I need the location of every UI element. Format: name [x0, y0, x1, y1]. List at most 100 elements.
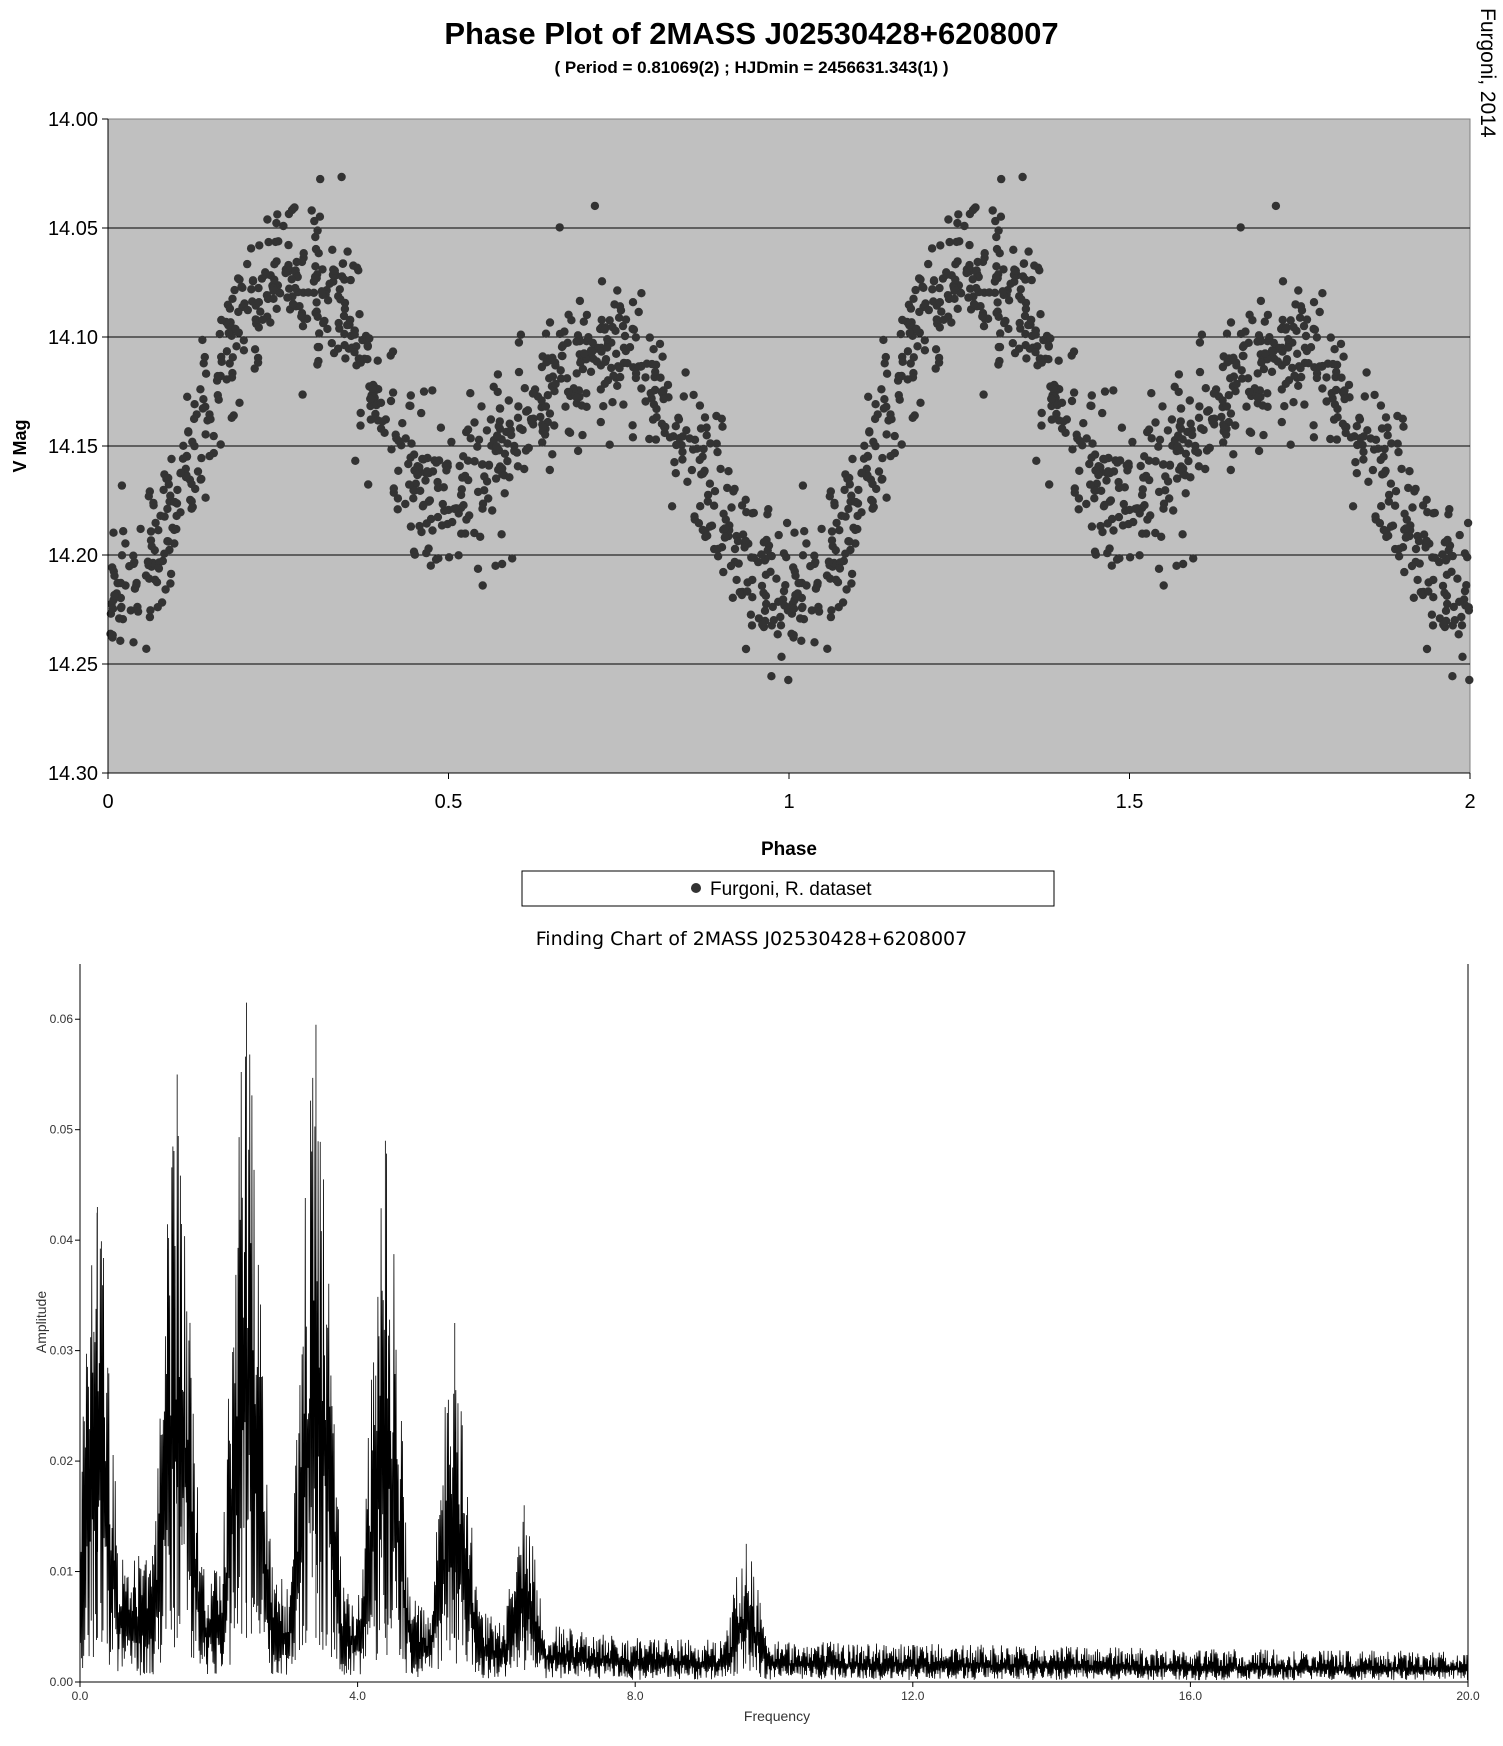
data-point: [1394, 447, 1403, 457]
data-point: [279, 221, 288, 231]
data-point: [314, 342, 324, 352]
data-point: [1176, 404, 1186, 413]
data-point: [1118, 521, 1128, 530]
data-point: [1163, 477, 1173, 486]
data-point: [263, 215, 272, 224]
data-point: [716, 464, 725, 474]
data-point: [937, 307, 946, 316]
data-point: [295, 302, 304, 311]
data-point: [631, 333, 641, 342]
data-point: [915, 328, 924, 337]
data-point: [718, 422, 727, 431]
data-point: [1369, 445, 1379, 454]
data-point: [405, 480, 414, 489]
data-point: [255, 241, 264, 250]
data-point: [388, 347, 398, 356]
data-point: [784, 675, 793, 685]
data-point: [1140, 501, 1149, 510]
data-point: [454, 551, 463, 560]
data-point: [1281, 325, 1290, 334]
data-point: [507, 430, 516, 440]
data-point: [1453, 574, 1462, 583]
data-point: [1375, 519, 1385, 528]
data-point: [179, 441, 188, 450]
data-point: [117, 551, 127, 560]
data-point: [667, 502, 677, 511]
data-point: [250, 345, 260, 354]
data-point: [376, 398, 386, 407]
data-point: [350, 330, 359, 339]
data-point: [679, 392, 688, 401]
data-point: [176, 468, 185, 477]
data-point: [776, 612, 785, 622]
data-point: [269, 294, 278, 303]
data-point: [1465, 675, 1474, 685]
data-point: [645, 333, 654, 342]
data-point: [845, 537, 854, 546]
data-point: [740, 543, 749, 552]
data-point: [1222, 402, 1232, 411]
data-point: [1117, 423, 1127, 432]
data-point: [1376, 455, 1385, 465]
data-point: [1281, 379, 1291, 388]
data-point: [629, 325, 639, 334]
data-point: [201, 430, 210, 439]
data-point: [964, 293, 973, 302]
data-point: [623, 359, 632, 368]
data-point: [1455, 530, 1464, 540]
data-point: [637, 384, 646, 393]
data-point: [541, 402, 551, 411]
data-point: [641, 397, 650, 406]
data-point: [1332, 435, 1342, 444]
data-point: [732, 575, 741, 585]
data-point: [407, 439, 416, 448]
data-point: [1229, 450, 1238, 459]
data-point: [486, 415, 496, 424]
data-point: [164, 480, 173, 489]
data-point: [463, 425, 473, 434]
data-point: [1125, 553, 1135, 562]
data-point: [1085, 459, 1094, 469]
data-point: [817, 524, 826, 534]
data-point: [473, 564, 483, 573]
data-point: [1237, 374, 1247, 383]
data-point: [536, 412, 545, 422]
data-point: [329, 348, 339, 358]
data-point: [1208, 417, 1217, 426]
data-point: [929, 277, 939, 286]
data-point: [650, 385, 660, 395]
data-point: [389, 484, 398, 493]
data-point: [1297, 372, 1306, 382]
data-point: [1105, 544, 1114, 553]
data-point: [258, 315, 267, 324]
data-point: [682, 426, 691, 435]
data-point: [712, 439, 721, 448]
data-point: [426, 561, 435, 570]
data-point: [1352, 422, 1362, 431]
data-point: [1366, 434, 1375, 443]
data-point: [1004, 296, 1014, 305]
data-point: [1006, 279, 1015, 288]
data-point: [1069, 388, 1079, 397]
data-point: [497, 530, 506, 539]
data-point: [1174, 387, 1183, 397]
data-point: [378, 417, 387, 426]
data-point: [500, 489, 509, 498]
data-point: [1114, 512, 1124, 522]
data-point: [1278, 315, 1287, 325]
data-point: [777, 652, 786, 661]
data-point: [1086, 480, 1095, 489]
data-point: [1067, 396, 1077, 406]
data-point: [890, 431, 899, 441]
data-point: [713, 544, 723, 554]
data-point: [1082, 499, 1091, 509]
data-point: [493, 431, 502, 440]
data-point: [838, 598, 848, 607]
data-point: [1439, 620, 1448, 629]
data-point: [992, 262, 1001, 271]
data-point: [1136, 461, 1145, 471]
data-point: [1359, 447, 1368, 457]
data-point: [945, 237, 954, 247]
data-point: [572, 369, 581, 378]
data-point: [1332, 367, 1341, 376]
